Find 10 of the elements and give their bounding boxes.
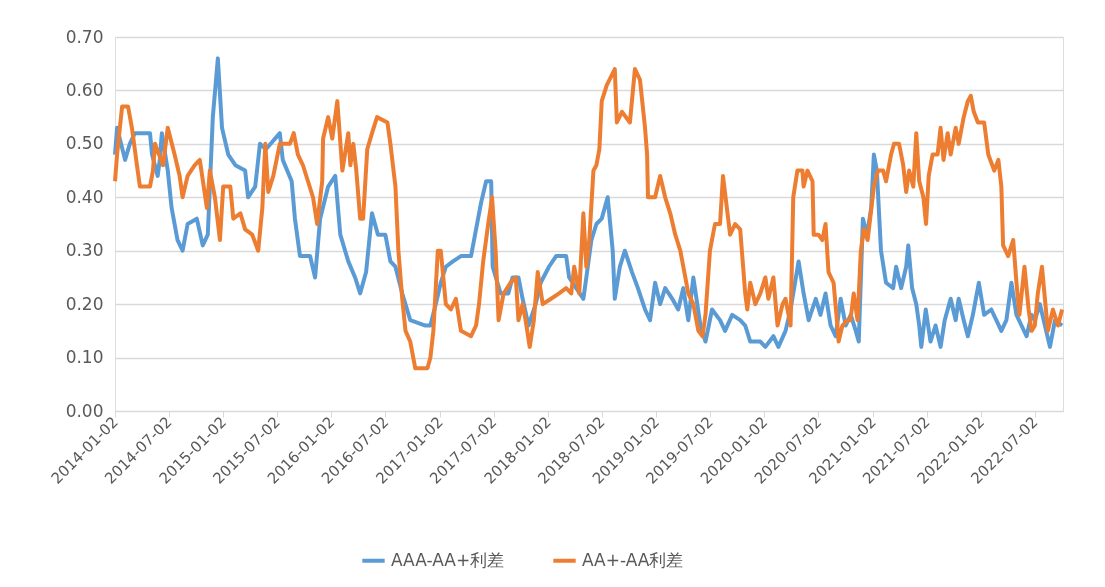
y-tick-label: 0.70 — [65, 26, 104, 47]
y-tick-label: 0.30 — [65, 240, 104, 261]
y-tick-label: 0.50 — [65, 133, 104, 154]
legend-label: AAA-AA+利差 — [391, 549, 505, 570]
y-tick-label: 0.60 — [65, 79, 104, 100]
y-tick-label: 0.20 — [65, 293, 104, 314]
y-tick-label: 0.10 — [65, 347, 104, 368]
y-tick-label: 0.40 — [65, 186, 104, 207]
y-tick-label: 0.00 — [65, 400, 104, 421]
legend-label: AA+-AA利差 — [582, 549, 684, 570]
